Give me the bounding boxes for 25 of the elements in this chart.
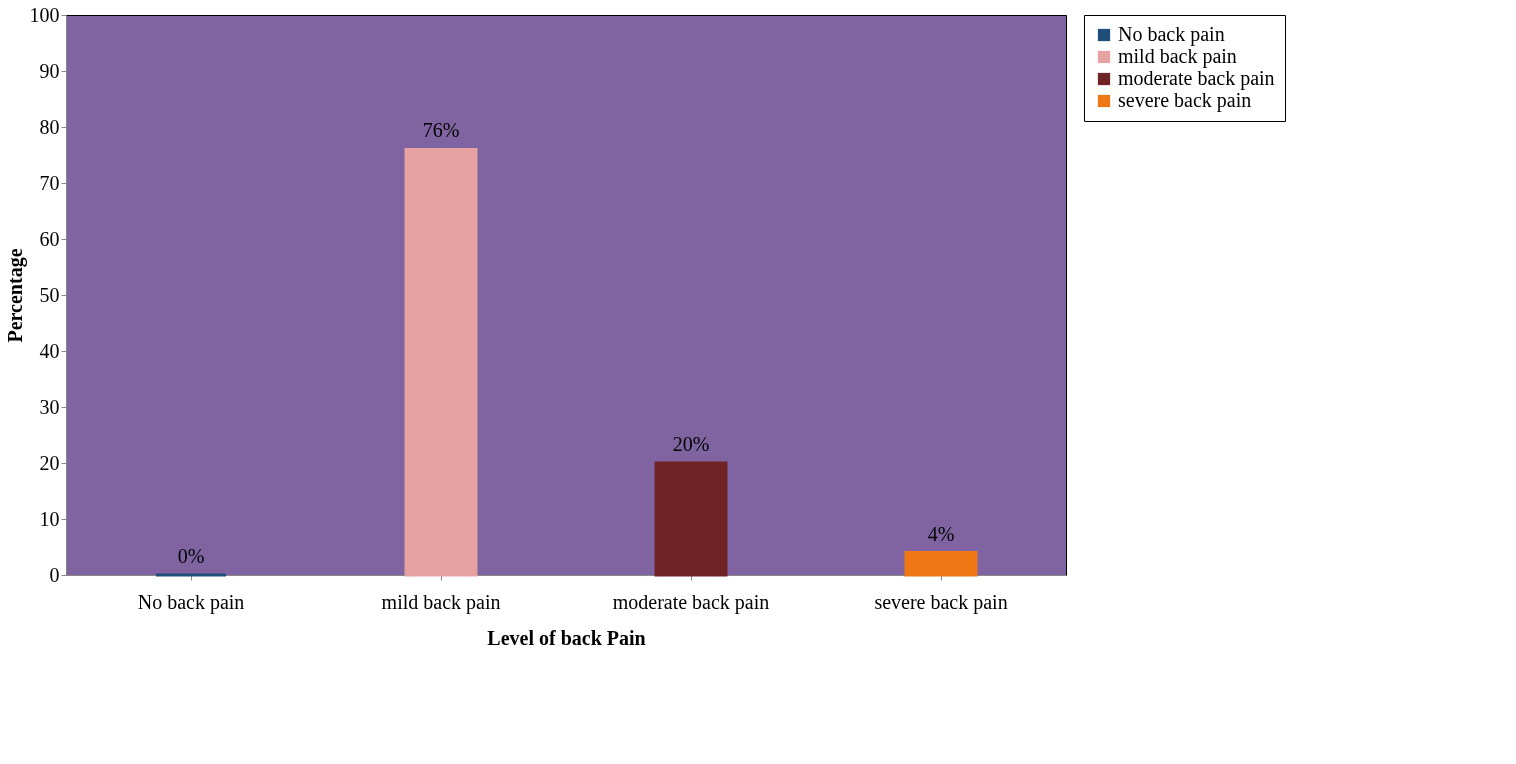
y-tick-label: 80 <box>39 115 60 138</box>
legend-label: No back pain <box>1118 23 1225 46</box>
legend-label: severe back pain <box>1118 89 1252 112</box>
y-tick-label: 30 <box>39 395 60 418</box>
y-tick-label: 10 <box>39 507 60 530</box>
x-tick-label: moderate back pain <box>612 590 770 614</box>
y-tick-label: 50 <box>39 283 60 306</box>
x-tick-label: severe back pain <box>874 590 1008 614</box>
x-axis-title: Level of back Pain <box>487 626 646 649</box>
data-label: 20% <box>672 433 710 455</box>
y-axis-title: Percentage <box>3 248 27 343</box>
legend-label: moderate back pain <box>1118 67 1275 90</box>
y-tick-label: 60 <box>39 227 60 250</box>
y-tick-label: 20 <box>39 451 60 474</box>
y-tick-label: 70 <box>39 171 60 194</box>
x-tick-label: No back pain <box>137 590 245 614</box>
x-tick-label: mild back pain <box>381 590 501 614</box>
y-tick-label: 0 <box>49 563 60 586</box>
y-tick-label: 100 <box>29 3 60 26</box>
data-label: 76% <box>422 119 460 142</box>
legend-label: mild back pain <box>1118 45 1237 68</box>
y-tick-label: 90 <box>39 59 60 82</box>
data-label: 0% <box>177 545 205 567</box>
y-tick-label: 40 <box>39 339 60 362</box>
data-label: 4% <box>927 522 955 545</box>
